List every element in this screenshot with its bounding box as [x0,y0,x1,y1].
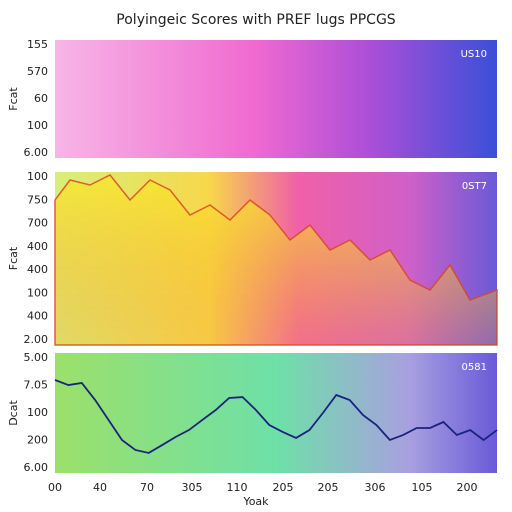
y-tick-label: 100 [27,170,48,183]
x-tick-label: 70 [140,481,154,494]
chart-title: Polyingeic Scores with PREF lugs PPCGS [116,12,396,28]
panel-background [55,40,497,158]
y-tick-label: 750 [27,193,48,206]
x-tick-label: 00 [48,481,62,494]
y-tick-label: 155 [27,38,48,51]
y-axis-label: Fcat [7,87,20,111]
corner-label: 0ST7 [462,181,487,192]
y-tick-label: 100 [27,119,48,132]
y-axis-label: Dcat [7,400,20,426]
y-tick-label: 6.00 [24,461,49,474]
x-tick-label: 105 [412,481,433,494]
x-tick-label: 40 [93,481,107,494]
y-tick-label: 6.00 [24,146,49,159]
corner-label: US10 [461,49,487,60]
x-tick-label: 200 [457,481,478,494]
x-tick-label: 205 [318,481,339,494]
x-tick-label: 305 [182,481,203,494]
y-tick-label: 200 [27,434,48,447]
x-tick-label: 306 [365,481,386,494]
y-tick-label: 400 [27,310,48,323]
x-tick-label: 205 [273,481,294,494]
line [54,379,498,454]
y-tick-label: 400 [27,263,48,276]
y-tick-label: 400 [27,240,48,253]
panel-background [55,353,497,473]
y-tick-label: 2.00 [24,333,49,346]
y-tick-label: 60 [34,92,48,105]
y-tick-label: 5.00 [24,351,49,364]
y-tick-label: 100 [27,406,48,419]
x-axis-label: Yoak [242,495,269,508]
heat-area [54,174,498,346]
y-axis-label: Fcat [7,246,20,270]
x-tick-label: 110 [227,481,248,494]
y-tick-label: 100 [27,286,48,299]
y-tick-label: 7.05 [24,379,49,392]
y-tick-label: 570 [27,65,48,78]
y-tick-label: 700 [27,217,48,230]
corner-label: 0581 [462,362,487,373]
